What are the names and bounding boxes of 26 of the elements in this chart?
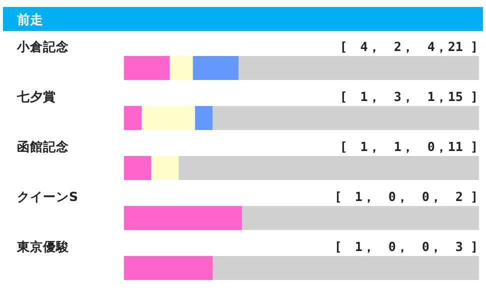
bar: [124, 256, 213, 280]
y-tick-label: 東京優駿: [16, 239, 70, 254]
bar: [124, 156, 152, 180]
bar: [142, 106, 195, 130]
chart-title: 前走: [16, 13, 43, 28]
bar: [124, 56, 170, 80]
bar: [212, 106, 479, 130]
annotation: [ 1， 3， 1，15 ]: [340, 89, 478, 104]
bar: [192, 56, 239, 80]
bar: [242, 206, 479, 230]
bar: [195, 106, 213, 130]
annotation: [ 1， 0， 0， 3 ]: [334, 239, 478, 254]
annotation: [ 4， 2， 4，21 ]: [340, 39, 478, 54]
bar: [212, 256, 479, 280]
bar: [178, 156, 479, 180]
bar: [238, 56, 479, 80]
bar: [124, 206, 242, 230]
annotation: [ 1， 1， 0，11 ]: [340, 139, 478, 154]
y-tick-label: 小倉記念: [16, 39, 69, 54]
y-tick-label: クイーンS: [17, 189, 78, 204]
bar: [124, 106, 142, 130]
y-tick-label: 七夕賞: [16, 89, 56, 104]
bar: [151, 156, 179, 180]
annotation: [ 1， 0， 0， 2 ]: [334, 189, 478, 204]
y-tick-label: 函館記念: [17, 139, 69, 154]
bar: [170, 56, 193, 80]
